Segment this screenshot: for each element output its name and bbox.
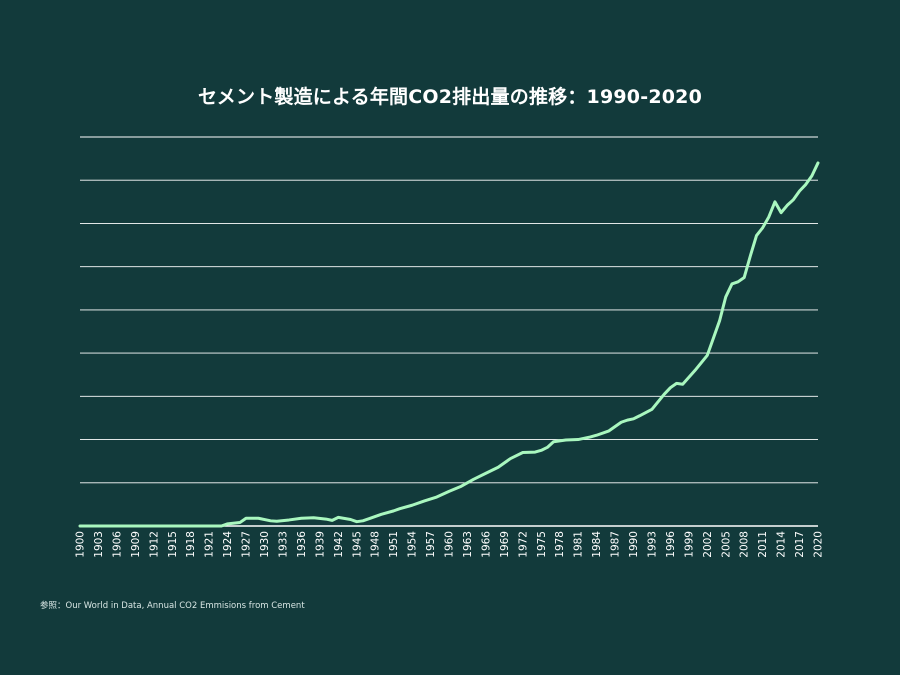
chart-title: セメント製造による年間CO2排出量の推移：1990-2020 <box>197 86 702 108</box>
x-tick-label: 1957 <box>425 531 437 558</box>
x-tick-label: 1963 <box>462 531 474 558</box>
series-line <box>78 161 820 528</box>
x-tick-label: 1993 <box>646 531 658 558</box>
x-tick-label: 1909 <box>130 531 142 558</box>
x-tick-label: 2011 <box>757 531 769 558</box>
x-tick-label: 1924 <box>222 531 234 558</box>
x-tick-label: 1972 <box>517 531 529 558</box>
x-tick-label: 1948 <box>370 531 382 558</box>
x-tick-label: 1930 <box>259 531 271 558</box>
x-tick-label: 1921 <box>204 531 216 558</box>
series-line-layer <box>78 161 820 528</box>
x-tick-label: 1912 <box>148 531 160 558</box>
x-tick-label: 1927 <box>241 531 253 558</box>
x-tick-label: 1975 <box>536 531 548 558</box>
x-tick-label: 1966 <box>480 531 492 558</box>
x-tick-label: 1969 <box>499 531 511 558</box>
x-tick-label: 2005 <box>720 531 732 558</box>
x-tick-label: 2014 <box>776 531 788 558</box>
x-tick-label: 1936 <box>296 531 308 558</box>
x-tick-label: 1903 <box>93 531 105 558</box>
x-tick-label: 1996 <box>665 531 677 558</box>
x-tick-label: 1933 <box>277 531 289 558</box>
x-tick-label: 1900 <box>75 531 87 558</box>
x-tick-label: 2017 <box>794 531 806 558</box>
x-tick-label: 1978 <box>554 531 566 558</box>
x-tick-label: 1954 <box>407 531 419 558</box>
gridlines <box>80 136 818 527</box>
x-tick-label: 1945 <box>351 531 363 558</box>
x-tick-label: 1984 <box>591 531 603 558</box>
x-tick-label: 2008 <box>739 531 751 558</box>
x-tick-label: 1960 <box>444 531 456 558</box>
x-tick-label: 1906 <box>111 531 123 558</box>
x-tick-label: 2020 <box>813 531 825 558</box>
x-tick-label: 1918 <box>185 531 197 558</box>
x-axis-tick-labels: 1900 1903 1906 1909 1912 1915 1918 1921 1924 1927… <box>75 531 825 558</box>
x-tick-label: 2002 <box>702 531 714 558</box>
x-tick-label: 1915 <box>167 531 179 558</box>
x-tick-label: 1981 <box>573 531 585 558</box>
source-note: 参照：Our World in Data, Annual CO2 Emmisio… <box>40 601 305 611</box>
x-tick-label: 1999 <box>683 531 695 558</box>
x-tick-label: 1987 <box>610 531 622 558</box>
x-tick-label: 1951 <box>388 531 400 558</box>
x-tick-label: 1939 <box>314 531 326 558</box>
x-tick-label: 1942 <box>333 531 345 558</box>
x-tick-label: 1990 <box>628 531 640 558</box>
